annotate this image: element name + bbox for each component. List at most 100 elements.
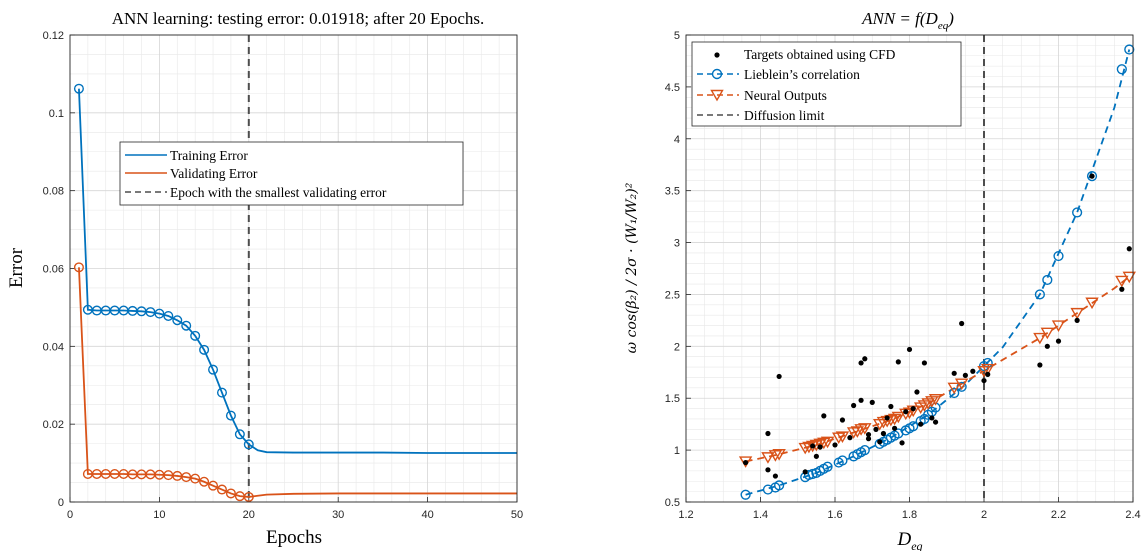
cfd-target-point	[873, 426, 879, 432]
data-point	[154, 308, 165, 319]
data-point	[234, 429, 245, 440]
y-tick-label: 4	[674, 134, 680, 146]
lieblein-point	[1034, 289, 1045, 300]
cfd-target-point	[865, 431, 872, 438]
cfd-target-point	[858, 360, 864, 366]
data-point	[216, 387, 227, 398]
y-tick-label: 0.1	[49, 108, 64, 120]
legend-training-error: Training Error	[170, 148, 248, 163]
series-group	[738, 44, 1136, 500]
neural-point	[761, 452, 775, 464]
lieblein-point	[859, 445, 870, 456]
neural-point	[1122, 271, 1136, 284]
cfd-target-point	[884, 415, 890, 421]
y-tick-label: 0.02	[43, 419, 64, 431]
x-axis-label: Epochs	[266, 527, 322, 548]
cfd-target-point	[765, 467, 771, 473]
y-tick-label: 0.12	[43, 30, 64, 42]
neural-point	[876, 416, 891, 429]
neural-point	[1033, 332, 1047, 345]
lieblein-point	[837, 455, 848, 466]
lieblein-point	[740, 489, 751, 500]
chart-title: ANN = f(Deq)	[861, 9, 954, 32]
y-tick-label: 4.5	[665, 82, 680, 94]
neural-point	[928, 394, 943, 406]
x-tick-label: 50	[511, 509, 523, 521]
data-point	[199, 344, 210, 355]
legend-diffusion-limit: Diffusion limit	[744, 108, 825, 123]
data-point	[73, 83, 84, 94]
lieblein-point	[1086, 171, 1098, 182]
neural-point	[805, 440, 820, 453]
y-axis-label: Error	[6, 247, 27, 288]
y-tick-label: 3	[674, 238, 680, 250]
data-point	[190, 473, 201, 484]
x-axis-label: Deq	[896, 529, 922, 551]
y-tick-label: 5	[674, 30, 680, 42]
neural-point	[954, 378, 969, 391]
lieblein-point	[949, 387, 960, 399]
neural-point	[1115, 275, 1129, 288]
neural-point	[1040, 327, 1055, 340]
neural-point	[858, 423, 872, 435]
y-tick-label: 0	[58, 497, 64, 509]
x-tick-label: 0	[67, 509, 73, 521]
cfd-target-point	[776, 373, 782, 380]
cfd-target-point	[817, 444, 823, 450]
x-tick-label: 1.2	[678, 509, 693, 521]
neural-point	[891, 411, 906, 424]
tick-labels: 1.2 1.4 1.6 1.8 2 2.2 2.4 0.5 1 1.5 2 2.5 3 3.5 4 4.5 5	[665, 30, 1141, 521]
lieblein-point	[908, 421, 919, 432]
cfd-target-point	[865, 436, 872, 442]
neural-point	[817, 437, 831, 450]
fit-line-0	[745, 49, 1131, 496]
data-point	[199, 476, 210, 487]
cfd-target-point	[743, 459, 749, 466]
neural-point	[835, 431, 850, 444]
cfd-target-point	[802, 469, 808, 475]
lieblein-point	[1124, 44, 1135, 55]
y-tick-label: 2.5	[665, 289, 680, 301]
cfd-target-point	[899, 440, 905, 446]
x-tick-label: 1.8	[902, 509, 917, 521]
x-tick-label: 20	[243, 509, 255, 521]
data-point	[208, 480, 219, 491]
data-point	[163, 310, 174, 321]
data-point	[225, 410, 236, 421]
svg-text:ω cos(β₂) / 2σ · (W₁/W₂)²: ω cos(β₂) / 2σ · (W₁/W₂)²	[624, 182, 640, 353]
cfd-target-point	[862, 356, 868, 362]
legend-cfd-targets: Targets obtained using CFD	[744, 47, 896, 62]
cfd-target-point	[821, 413, 827, 419]
cfd-target-point	[888, 403, 894, 410]
y-tick-label: 0.5	[665, 497, 680, 509]
neural-point	[947, 382, 961, 395]
x-tick-label: 2	[981, 509, 987, 521]
neural-point	[798, 442, 812, 455]
cfd-target-point	[962, 372, 968, 378]
neural-point	[772, 449, 786, 461]
cfd-target-point	[921, 360, 928, 366]
plot-frame	[685, 34, 1134, 503]
x-tick-label: 1.6	[827, 509, 842, 521]
lieblein-point	[1053, 250, 1064, 262]
legend: Targets obtained using CFD Lieblein’s co…	[691, 41, 962, 127]
neural-point	[813, 438, 827, 451]
cfd-target-point	[985, 371, 991, 377]
data-point	[243, 491, 254, 502]
cfd-target-point	[932, 419, 939, 425]
cfd-target-point	[1074, 317, 1080, 323]
neural-point	[1070, 307, 1084, 320]
y-tick-label: 0.06	[43, 264, 64, 276]
cfd-target-point	[970, 368, 976, 374]
neural-point	[1085, 297, 1099, 310]
cfd-target-point	[1044, 343, 1050, 349]
lieblein-point	[774, 480, 785, 491]
cfd-target-point	[981, 377, 987, 384]
lieblein-point	[1042, 274, 1053, 286]
cfd-target-point	[858, 397, 864, 403]
data-point	[190, 330, 201, 341]
data-point	[216, 484, 227, 495]
y-axis-label: ω cos(β₂) / 2σ · (W₁/W₂)²	[624, 182, 640, 353]
neural-point	[768, 450, 783, 462]
data-point	[181, 320, 192, 331]
